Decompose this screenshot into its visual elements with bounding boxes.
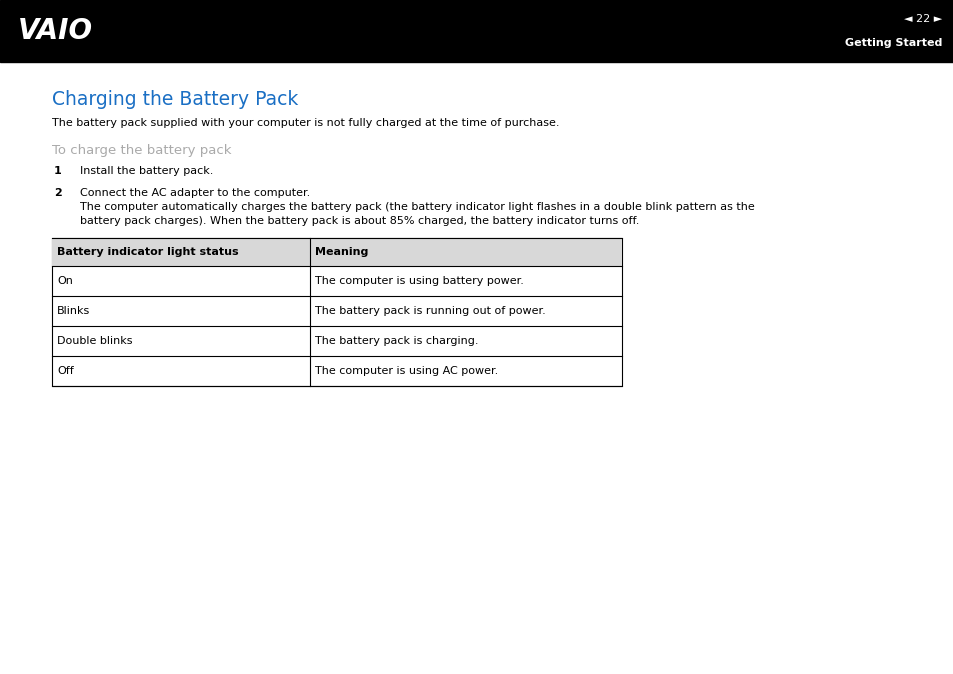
Text: Blinks: Blinks bbox=[57, 306, 91, 316]
Text: Battery indicator light status: Battery indicator light status bbox=[57, 247, 238, 257]
Text: Off: Off bbox=[57, 366, 73, 376]
Text: 2: 2 bbox=[54, 188, 62, 198]
Text: ◄ 22 ►: ◄ 22 ► bbox=[902, 13, 941, 24]
Text: To charge the battery pack: To charge the battery pack bbox=[52, 144, 232, 157]
Text: The battery pack is charging.: The battery pack is charging. bbox=[314, 336, 478, 346]
Text: The battery pack supplied with your computer is not fully charged at the time of: The battery pack supplied with your comp… bbox=[52, 118, 558, 128]
Text: Double blinks: Double blinks bbox=[57, 336, 132, 346]
Text: Charging the Battery Pack: Charging the Battery Pack bbox=[52, 90, 298, 109]
Bar bbox=[52, 238, 621, 386]
Text: The battery pack is running out of power.: The battery pack is running out of power… bbox=[314, 306, 545, 316]
Text: The computer is using battery power.: The computer is using battery power. bbox=[314, 276, 523, 286]
Text: The computer automatically charges the battery pack (the battery indicator light: The computer automatically charges the b… bbox=[80, 202, 754, 212]
Text: Connect the AC adapter to the computer.: Connect the AC adapter to the computer. bbox=[80, 188, 310, 198]
Text: On: On bbox=[57, 276, 72, 286]
Text: The computer is using AC power.: The computer is using AC power. bbox=[314, 366, 497, 376]
Bar bbox=[52, 238, 621, 266]
Text: Meaning: Meaning bbox=[314, 247, 368, 257]
Bar bbox=[0, 0, 953, 62]
Text: 1: 1 bbox=[54, 166, 62, 176]
Text: Install the battery pack.: Install the battery pack. bbox=[80, 166, 213, 176]
Text: VAIO: VAIO bbox=[18, 17, 93, 45]
Text: battery pack charges). When the battery pack is about 85% charged, the battery i: battery pack charges). When the battery … bbox=[80, 216, 639, 226]
Text: Getting Started: Getting Started bbox=[843, 38, 941, 49]
